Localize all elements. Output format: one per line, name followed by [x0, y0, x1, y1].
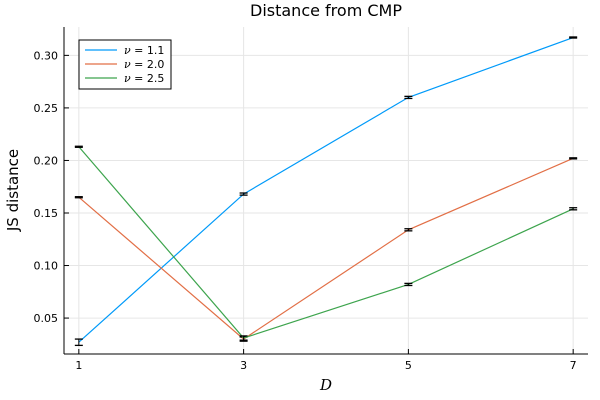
legend-label-prefix: ν = — [124, 72, 147, 85]
x-tick-label: 1 — [75, 359, 82, 372]
series-line — [78, 157, 574, 340]
y-tick-label: 0.20 — [34, 154, 59, 167]
ticks: 1 3 5 7 0.05 0.10 0.15 0.20 0.25 0.30 — [34, 49, 577, 372]
legend-label-value: 2.0 — [147, 58, 165, 71]
legend-item-3: ν = 2.5 — [85, 72, 164, 85]
y-axis-label: JS distance — [4, 149, 22, 232]
x-axis-label: D — [319, 376, 332, 394]
y-tick-label: 0.25 — [34, 102, 59, 115]
series-group — [74, 36, 578, 347]
error-bar — [74, 196, 83, 199]
y-tick-label: 0.30 — [34, 49, 59, 62]
error-bar — [74, 145, 83, 148]
series-line — [78, 146, 574, 339]
error-bar — [569, 207, 578, 211]
legend-item-1: ν = 1.1 — [85, 44, 164, 57]
error-bar — [74, 338, 83, 347]
error-bar — [239, 192, 248, 196]
legend-label: ν = 1.1 — [124, 44, 164, 57]
legend-label: ν = 2.0 — [124, 58, 164, 71]
legend-label-prefix: ν = — [124, 44, 147, 57]
error-bar — [239, 335, 248, 341]
y-tick-label: 0.15 — [34, 207, 59, 220]
error-bar — [404, 228, 413, 232]
y-tick-label: 0.05 — [34, 312, 59, 325]
legend-label-value: 1.1 — [147, 44, 165, 57]
legend-label: ν = 2.5 — [124, 72, 164, 85]
legend-label-prefix: ν = — [124, 58, 147, 71]
x-tick-label: 3 — [240, 359, 247, 372]
legend: ν = 1.1ν = 2.0ν = 2.5 — [78, 39, 172, 90]
series-2 — [74, 157, 578, 342]
axes — [63, 27, 588, 355]
series-3 — [74, 145, 578, 341]
error-bar — [404, 282, 413, 287]
legend-item-2: ν = 2.0 — [85, 58, 164, 71]
legend-label-value: 2.5 — [147, 72, 165, 85]
error-bar — [404, 95, 413, 100]
x-tick-label: 7 — [570, 359, 577, 372]
y-tick-label: 0.10 — [34, 260, 59, 273]
chart-title: Distance from CMP — [250, 1, 402, 20]
error-bar — [569, 157, 578, 160]
grid — [64, 27, 588, 354]
error-bar — [569, 36, 578, 39]
x-tick-label: 5 — [405, 359, 412, 372]
